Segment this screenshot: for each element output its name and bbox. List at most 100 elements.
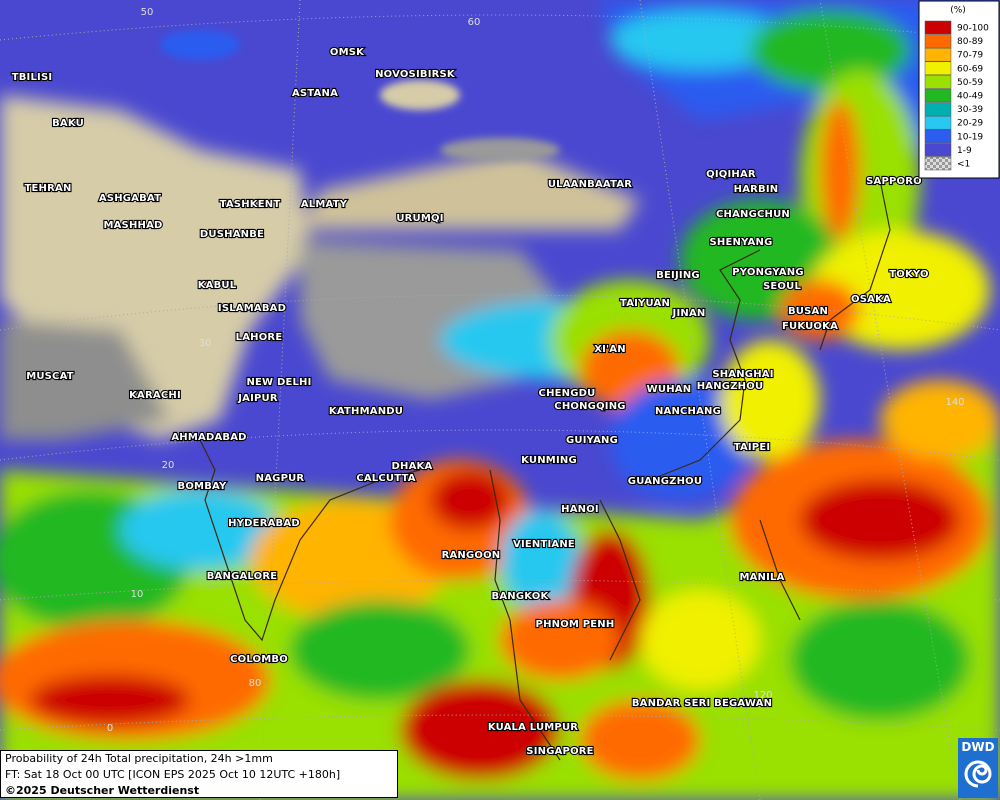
graticule-label: 120	[753, 690, 772, 701]
city-label: MASHHAD	[103, 220, 162, 231]
legend-swatch	[924, 47, 952, 62]
city-label: QIQIHAR	[706, 169, 756, 180]
graticule-label: 10	[131, 589, 144, 600]
city-label: BUSAN	[788, 306, 828, 317]
city-label: KUNMING	[521, 455, 577, 466]
city-label: BANDAR SERI BEGAWAN	[632, 698, 772, 709]
city-label: SHANGHAI	[712, 369, 773, 380]
legend-label: 1-9	[957, 146, 972, 156]
city-label: CALCUTTA	[356, 473, 415, 484]
city-label: JINAN	[672, 308, 706, 319]
city-label: MUSCAT	[26, 371, 74, 382]
city-label: ISLAMABAD	[218, 303, 286, 314]
city-label: SHENYANG	[710, 237, 773, 248]
legend-label: 10-19	[957, 132, 983, 142]
city-label: NEW DELHI	[246, 377, 311, 388]
caption: Probability of 24h Total precipitation, …	[0, 750, 398, 798]
legend-swatch	[924, 129, 952, 144]
city-label: SEOUL	[763, 281, 801, 292]
legend-swatch	[924, 20, 952, 35]
city-label: TAIPEI	[734, 442, 771, 453]
city-label: KABUL	[198, 280, 237, 291]
city-label: VIENTIANE	[513, 539, 575, 550]
city-label: BANGKOK	[492, 591, 550, 602]
legend-swatch	[924, 156, 952, 171]
legend-label: 70-79	[957, 51, 983, 61]
city-label: HARBIN	[734, 184, 779, 195]
city-label: COLOMBO	[230, 654, 288, 665]
caption-line: Probability of 24h Total precipitation, …	[5, 752, 273, 765]
city-label: KUALA LUMPUR	[488, 722, 578, 733]
city-label: WUHAN	[647, 384, 692, 395]
city-label: TAIYUAN	[620, 298, 670, 309]
city-label: CHANGCHUN	[716, 209, 790, 220]
legend-swatch	[924, 88, 952, 103]
graticule-label: 60	[468, 17, 481, 28]
city-label: CHONGQING	[554, 401, 625, 412]
city-label: RANGOON	[442, 550, 501, 561]
city-label: HANOI	[561, 504, 599, 515]
city-label: ASHGABAT	[99, 193, 161, 204]
legend-label: 50-59	[957, 78, 983, 88]
city-label: TBILISI	[12, 72, 53, 83]
city-label: HYDERABAD	[228, 518, 300, 529]
legend-label: <1	[957, 160, 970, 170]
graticule-label: 140	[945, 397, 964, 408]
city-label: GUIYANG	[566, 435, 618, 446]
city-label: GUANGZHOU	[628, 476, 702, 487]
graticule-label: 80	[249, 678, 262, 689]
city-label: BAKU	[52, 118, 84, 129]
city-label: HANGZHOU	[697, 381, 764, 392]
city-label: PHNOM PENH	[536, 619, 615, 630]
city-label: ULAANBAATAR	[548, 179, 632, 190]
legend-unit: (%)	[950, 6, 966, 16]
city-label: NAGPUR	[256, 473, 305, 484]
city-label: LAHORE	[236, 332, 283, 343]
graticule-label: 20	[162, 460, 175, 471]
graticule-label: 30	[199, 338, 212, 349]
city-label: XI'AN	[594, 344, 626, 355]
city-label: JAIPUR	[237, 393, 278, 404]
legend-label: 90-100	[957, 24, 989, 34]
city-label: SAPPORO	[866, 176, 922, 187]
city-label: CHENGDU	[539, 388, 596, 399]
graticule-label: 0	[107, 723, 113, 734]
city-label: URUMQI	[396, 213, 443, 224]
legend-swatch	[924, 143, 952, 157]
legend-swatch	[924, 102, 952, 116]
city-label: MANILA	[739, 572, 784, 583]
legend-label: 20-29	[957, 119, 983, 129]
logo-text: DWD	[961, 740, 995, 754]
city-label: BEIJING	[656, 270, 700, 281]
legend-swatch	[924, 75, 952, 89]
city-label: DUSHANBE	[200, 229, 264, 240]
city-label: SINGAPORE	[526, 746, 593, 757]
city-label: KARACHI	[129, 390, 181, 401]
city-label: FUKUOKA	[782, 321, 838, 332]
graticule-label: 50	[141, 7, 154, 18]
city-label: AHMADABAD	[171, 432, 246, 443]
coastlines	[199, 179, 891, 761]
dry-patches	[160, 30, 560, 162]
logo-swirl	[964, 760, 992, 788]
city-label: TOKYO	[889, 269, 928, 280]
city-label: BANGALORE	[207, 571, 278, 582]
city-label: TEHRAN	[24, 183, 71, 194]
legend-label: 40-49	[957, 92, 983, 102]
city-label: NOVOSIBIRSK	[375, 69, 456, 80]
legend-label: 80-89	[957, 37, 983, 47]
city-label: DHAKA	[392, 461, 433, 472]
copyright: ©2025 Deutscher Wetterdienst	[5, 784, 200, 797]
logo: DWD	[958, 738, 998, 798]
caption-line: FT: Sat 18 Oct 00 UTC [ICON EPS 2025 Oct…	[5, 768, 341, 781]
city-label: BOMBAY	[178, 481, 227, 492]
legend-label: 60-69	[957, 64, 983, 74]
legend-swatch	[924, 34, 952, 48]
legend-swatch	[924, 115, 952, 130]
grid-labels: 50 60 30 20 10 0 80 140 120	[107, 7, 965, 734]
city-label: NANCHANG	[655, 406, 721, 417]
city-label: ASTANA	[292, 88, 338, 99]
legend-swatch	[924, 61, 952, 76]
